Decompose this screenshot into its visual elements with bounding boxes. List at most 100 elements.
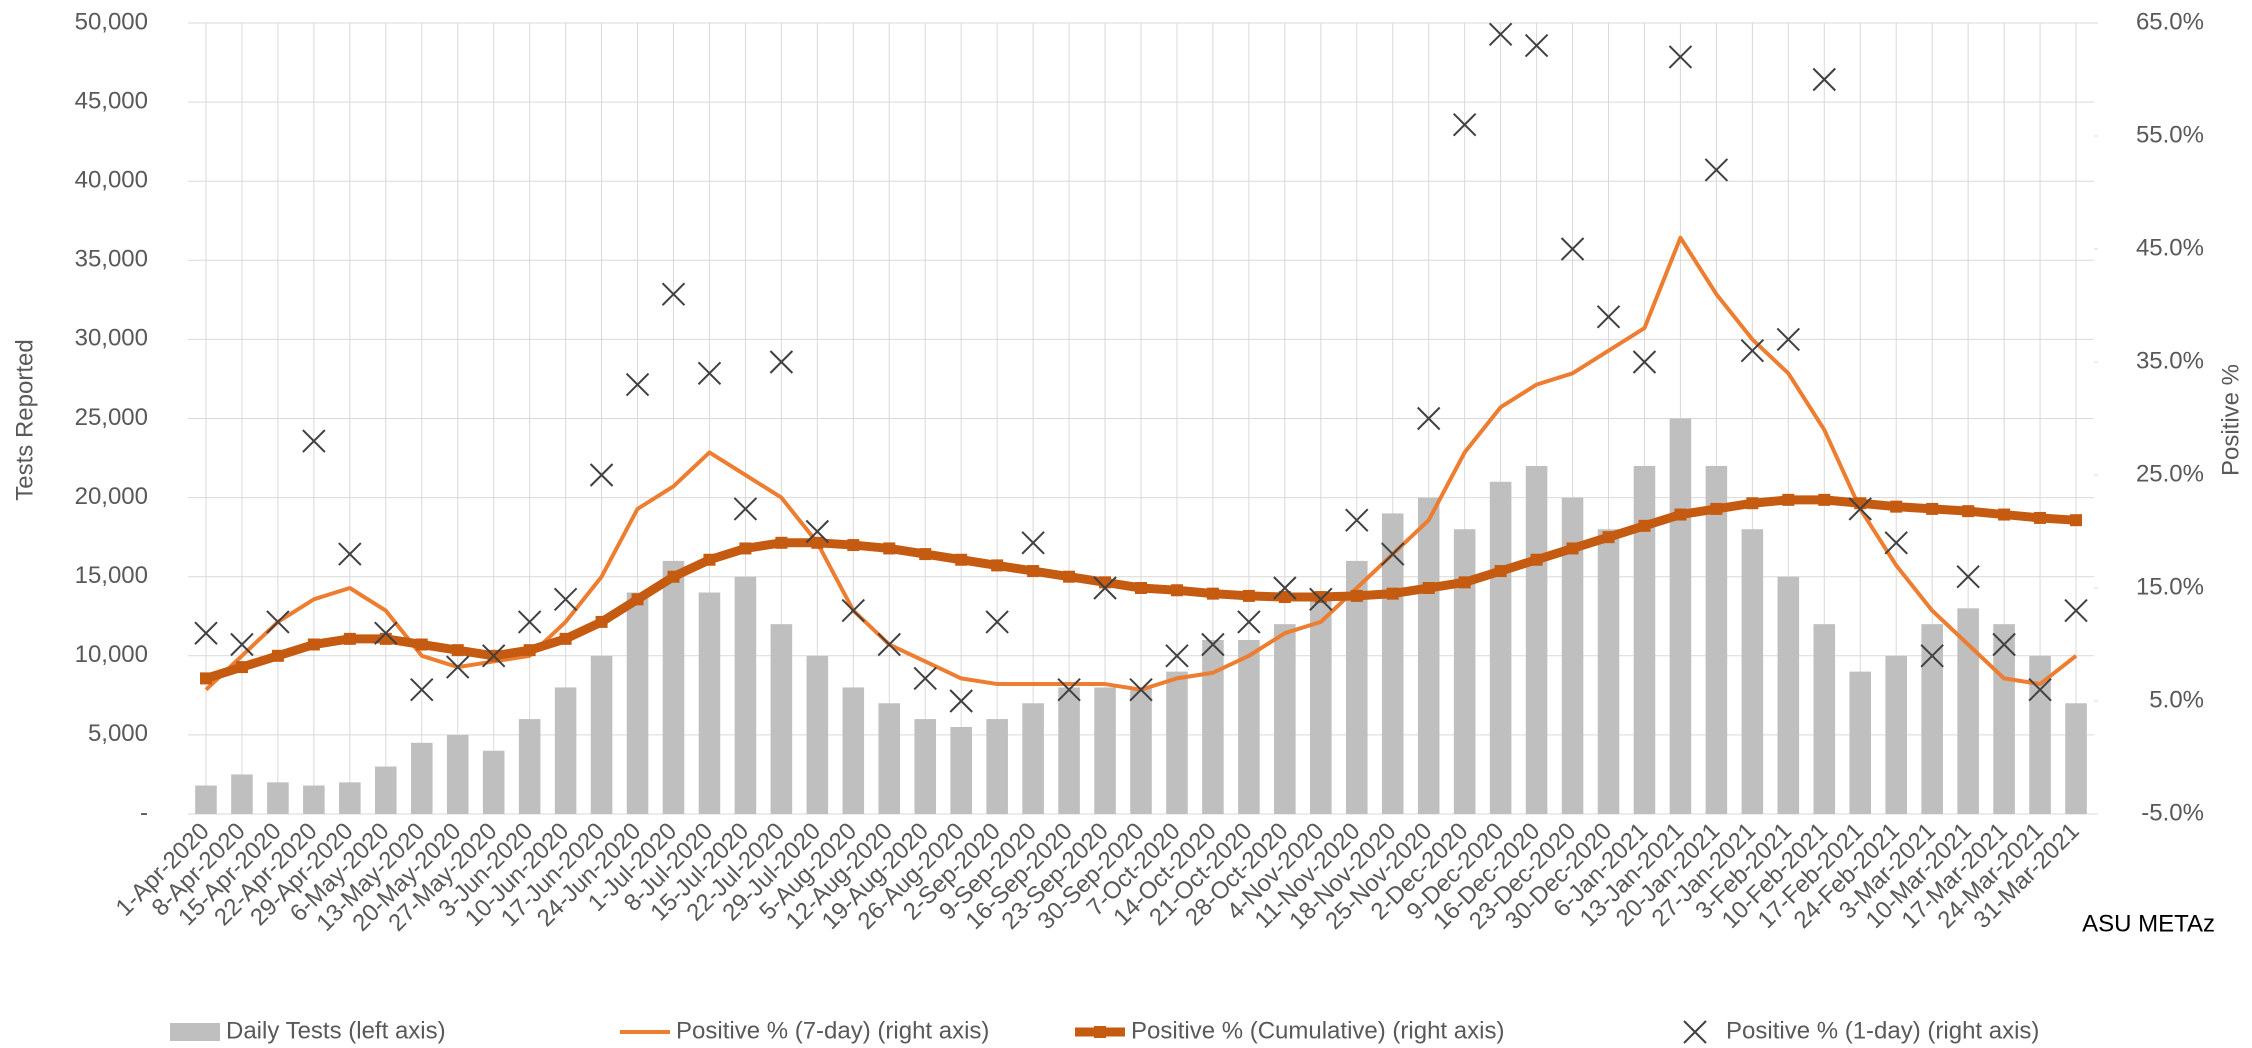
bar xyxy=(1633,465,1656,814)
y2-tick-label: 5.0% xyxy=(2149,686,2204,713)
y-tick-label: 25,000 xyxy=(75,404,148,431)
bar xyxy=(267,782,289,814)
legend-swatch xyxy=(170,1023,220,1041)
x-marker xyxy=(733,497,758,521)
legend-label: Positive % (7-day) (right axis) xyxy=(676,1017,989,1044)
bar xyxy=(339,782,361,814)
bar xyxy=(1849,671,1872,814)
bar xyxy=(554,687,577,814)
marker xyxy=(1818,493,1831,506)
bar xyxy=(1022,703,1044,814)
marker xyxy=(919,548,932,561)
marker xyxy=(343,632,356,645)
x-marker xyxy=(985,610,1009,634)
marker xyxy=(1890,500,1903,513)
marker xyxy=(847,539,860,552)
bar xyxy=(1489,481,1512,814)
x-marker xyxy=(1668,45,1693,69)
x-marker xyxy=(1273,576,1297,600)
marker xyxy=(631,593,644,606)
x-marker xyxy=(1524,33,1549,58)
x-marker xyxy=(625,372,650,397)
marker xyxy=(379,632,392,645)
y2-tick-label: -5.0% xyxy=(2141,799,2204,826)
marker xyxy=(1350,589,1363,602)
marker xyxy=(1746,497,1759,510)
x-marker xyxy=(949,689,973,713)
bar xyxy=(1417,497,1440,814)
marker xyxy=(1710,502,1723,515)
marker xyxy=(235,661,248,674)
y-tick-label: 50,000 xyxy=(75,8,148,35)
bar xyxy=(878,703,901,814)
y-tick-label: 30,000 xyxy=(75,325,148,352)
x-marker xyxy=(805,519,830,544)
x-marker xyxy=(1992,632,2016,657)
bar xyxy=(375,766,397,814)
x-marker xyxy=(446,655,470,679)
legend-label: Positive % (1-day) (right axis) xyxy=(1726,1017,2039,1044)
bar xyxy=(590,655,613,814)
y-tick-label: 35,000 xyxy=(75,246,148,273)
bar xyxy=(1274,624,1296,814)
x-marker xyxy=(1740,338,1765,363)
x-marker xyxy=(1381,542,1405,566)
bar xyxy=(1813,624,1836,814)
bar xyxy=(2065,703,2087,814)
y-tick-label: - xyxy=(140,799,148,826)
x-marker xyxy=(410,677,434,702)
marker xyxy=(1566,542,1579,555)
x-marker xyxy=(1201,632,1225,657)
marker xyxy=(307,638,320,651)
bar xyxy=(1058,687,1080,814)
y2-tick-label: 45.0% xyxy=(2136,234,2204,261)
x-marker xyxy=(1129,677,1153,702)
y2-axis-title: Positive % xyxy=(2217,364,2244,476)
x-marker xyxy=(266,610,290,634)
x-marker xyxy=(517,610,542,634)
y-tick-label: 15,000 xyxy=(75,562,148,589)
bar xyxy=(914,719,937,814)
y-tick-label: 10,000 xyxy=(75,641,148,668)
marker xyxy=(415,638,428,651)
marker xyxy=(775,536,788,549)
marker xyxy=(667,570,680,583)
bar xyxy=(303,785,325,814)
x-marker xyxy=(1345,508,1369,532)
legend-swatch xyxy=(1683,1020,1707,1044)
x-marker xyxy=(1237,610,1261,634)
y2-tick-label: 25.0% xyxy=(2136,460,2204,487)
bar xyxy=(806,655,829,814)
bar xyxy=(410,742,433,814)
bar xyxy=(1345,560,1368,814)
marker xyxy=(739,542,752,555)
bar xyxy=(1957,608,1979,814)
marker xyxy=(1638,519,1651,532)
x-marker xyxy=(589,463,614,487)
bar xyxy=(842,687,865,814)
y2-tick-label: 35.0% xyxy=(2136,347,2204,374)
x-marker xyxy=(194,621,218,645)
marker xyxy=(451,644,464,657)
bar xyxy=(195,785,217,814)
bar xyxy=(1525,465,1548,814)
x-marker xyxy=(1165,644,1189,668)
marker xyxy=(559,632,572,645)
bar xyxy=(1202,639,1224,814)
x-marker xyxy=(1704,158,1729,182)
x-marker xyxy=(374,621,398,645)
marker xyxy=(1998,508,2011,521)
marker xyxy=(1926,502,1939,515)
marker xyxy=(271,649,284,662)
x-marker xyxy=(481,644,506,668)
x-marker xyxy=(1812,67,1836,92)
x-marker xyxy=(2064,598,2088,623)
marker xyxy=(1027,565,1040,578)
bar xyxy=(1741,529,1764,814)
bar xyxy=(1310,592,1332,814)
bar xyxy=(1094,687,1116,814)
marker xyxy=(883,542,896,555)
credit: ASU METAz xyxy=(2082,910,2215,937)
marker xyxy=(703,553,716,566)
x-marker xyxy=(1057,677,1081,702)
